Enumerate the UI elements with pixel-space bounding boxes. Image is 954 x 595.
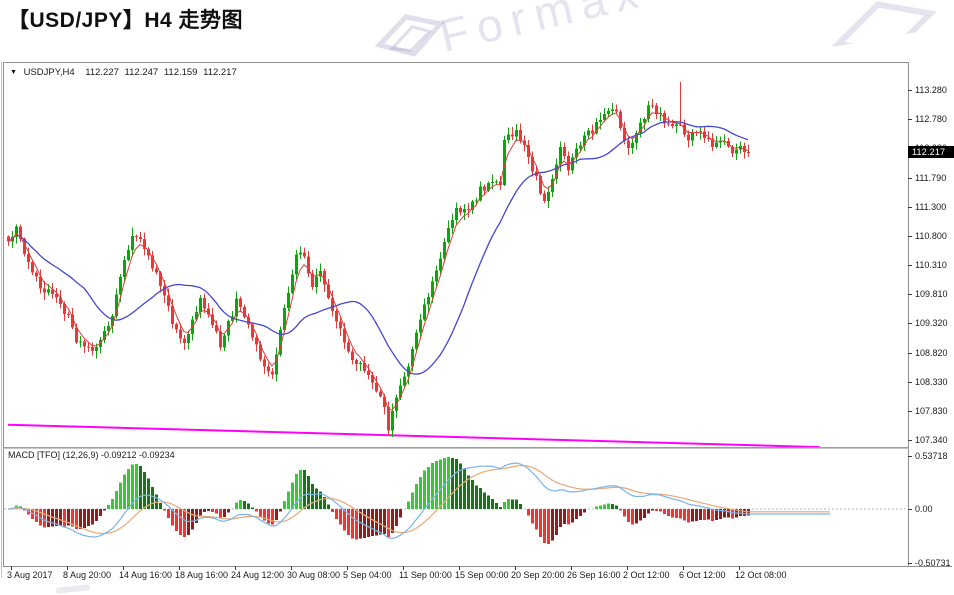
- time-tick: [403, 566, 404, 570]
- time-axis-label: 2 Oct 12:00: [623, 570, 670, 580]
- time-tick: [347, 566, 348, 570]
- current-price-badge: 112.217: [908, 146, 954, 158]
- time-tick: [739, 566, 740, 570]
- price-axis-label: 111.300: [915, 202, 947, 212]
- pane-divider[interactable]: [3, 447, 909, 449]
- macd-scale-label: -0.50731: [915, 558, 951, 568]
- symbol-period-label: USDJPY,H4: [23, 67, 75, 78]
- price-tick: [908, 353, 912, 354]
- price-axis-label: 107.830: [915, 406, 948, 416]
- time-axis-label: 5 Sep 04:00: [343, 570, 392, 580]
- macd-scale-tick: [908, 563, 912, 564]
- time-tick: [11, 566, 12, 570]
- macd-histogram: [11, 457, 750, 544]
- time-axis-label: 3 Aug 2017: [7, 570, 53, 580]
- price-tick: [908, 411, 912, 412]
- time-axis-label: 15 Sep 00:00: [455, 570, 509, 580]
- ma-fast-line: [7, 112, 749, 411]
- time-axis-label: 18 Aug 16:00: [175, 570, 229, 580]
- time-tick: [291, 566, 292, 570]
- ma-slow-line: [7, 121, 749, 375]
- price-axis-label: 113.280: [915, 85, 947, 95]
- macd-scale-label: 0.00: [915, 504, 933, 514]
- price-tick: [908, 178, 912, 179]
- price-axis-label: 110.310: [915, 260, 947, 270]
- macd-scale-label: 0.53718: [915, 451, 948, 461]
- price-tick: [908, 207, 912, 208]
- time-axis-label: 24 Aug 12:00: [231, 570, 285, 580]
- ohlc-close: 112.217: [203, 67, 237, 78]
- ohlc-high: 112.247: [124, 67, 159, 78]
- time-tick: [515, 566, 516, 570]
- time-tick: [627, 566, 628, 570]
- time-axis-label: 14 Aug 16:00: [119, 570, 173, 580]
- price-axis-label: 108.330: [915, 377, 948, 387]
- watermark-logo-corner-icon: [831, 1, 937, 49]
- time-axis[interactable]: 3 Aug 2017 8 Aug 20:00 14 Aug 16:00 18 Aug …: [3, 566, 908, 586]
- page-title: 【USD/JPY】H4 走势图: [8, 9, 244, 32]
- time-tick: [571, 566, 572, 570]
- time-axis-label: 6 Oct 12:00: [679, 570, 726, 580]
- macd-scale-tick: [908, 509, 912, 510]
- time-tick: [459, 566, 460, 570]
- time-axis-label: 12 Oct 08:00: [735, 570, 787, 580]
- ohlc-low: 112.159: [163, 67, 198, 78]
- window-left-edge: [1, 62, 2, 578]
- time-axis-label: 26 Sep 16:00: [567, 570, 621, 580]
- price-axis-label: 111.790: [915, 173, 947, 183]
- chart-frame: [3, 62, 909, 567]
- price-tick: [908, 236, 912, 237]
- price-axis-label: 110.800: [915, 231, 947, 241]
- macd-indicator-label: MACD [TFO] (12,26,9) -0.09212 -0.09234: [8, 450, 175, 460]
- time-tick: [235, 566, 236, 570]
- symbol-header: ▼ USDJPY,H4 112.227 112.247 112.159 112.…: [10, 67, 240, 78]
- price-tick: [908, 90, 912, 91]
- time-axis-label: 30 Aug 08:00: [287, 570, 341, 580]
- collapse-arrow-icon[interactable]: ▼: [10, 69, 17, 76]
- time-tick: [123, 566, 124, 570]
- time-axis-label: 11 Sep 00:00: [399, 570, 452, 580]
- time-axis-label: 8 Aug 20:00: [63, 570, 112, 580]
- price-axis-label: 109.810: [915, 289, 948, 299]
- price-axis-label: 108.820: [915, 348, 948, 358]
- watermark-logo-icon: [374, 14, 446, 57]
- time-tick: [683, 566, 684, 570]
- ohlc-open: 112.227: [85, 67, 119, 78]
- price-tick: [908, 382, 912, 383]
- price-axis[interactable]: 113.280112.780112.280111.790111.300110.8…: [908, 62, 954, 568]
- price-axis-label: 107.340: [915, 435, 948, 445]
- price-tick: [908, 119, 912, 120]
- trendline[interactable]: [7, 423, 821, 449]
- candle-bodies: [7, 105, 750, 431]
- price-axis-label: 112.780: [915, 114, 947, 124]
- time-tick: [67, 566, 68, 570]
- price-tick: [908, 323, 912, 324]
- price-tick: [908, 294, 912, 295]
- macd-scale-tick: [908, 456, 912, 457]
- macd-signal-line: [7, 465, 830, 535]
- time-tick: [179, 566, 180, 570]
- time-axis-label: 20 Sep 20:00: [511, 570, 565, 580]
- price-axis-label: 109.320: [915, 318, 948, 328]
- axis-bottom-line: [908, 566, 952, 567]
- price-tick: [908, 265, 912, 266]
- macd-main-line: [7, 462, 830, 540]
- price-tick: [908, 440, 912, 441]
